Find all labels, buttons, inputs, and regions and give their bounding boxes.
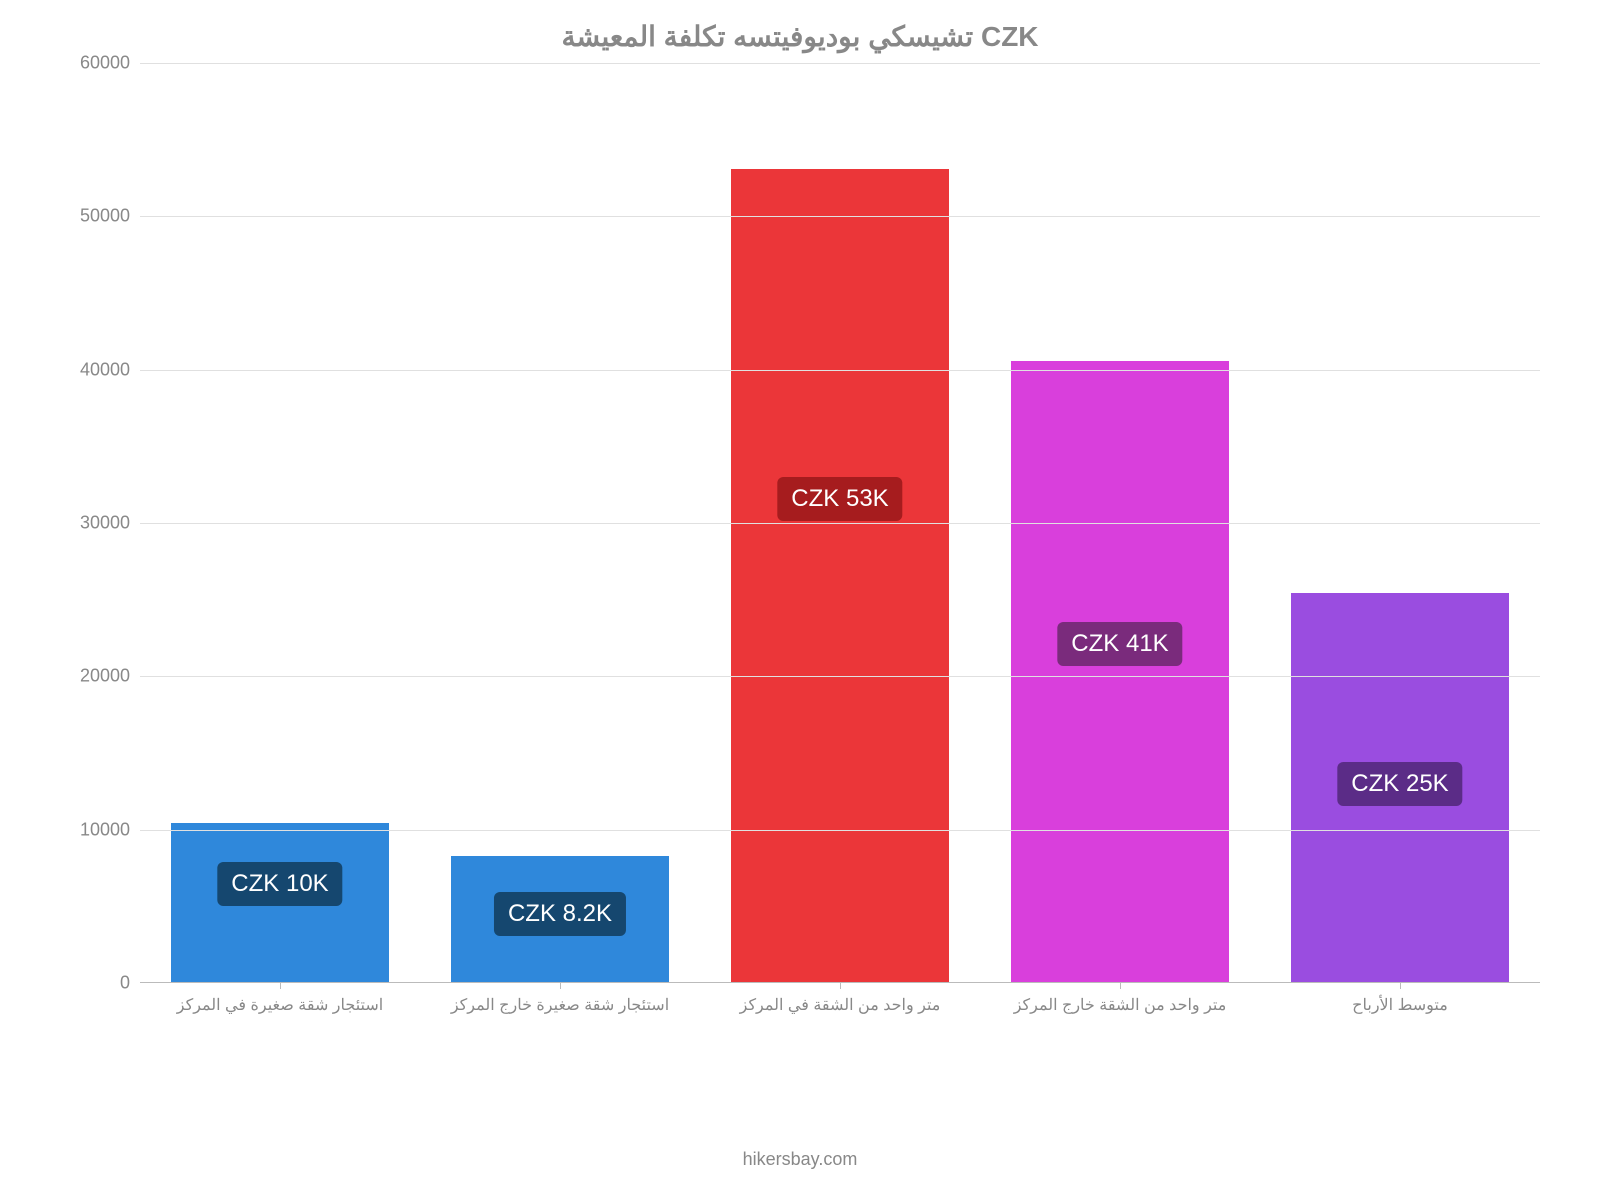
x-tick-mark — [560, 983, 561, 989]
bar-value-label: CZK 53K — [777, 477, 902, 521]
bar-group: CZK 53K — [731, 169, 949, 982]
plot-area: 0100002000030000400005000060000 CZK 10KC… — [60, 63, 1540, 983]
y-gridline — [140, 216, 1540, 217]
x-axis-label: متوسط الأرباح — [1260, 995, 1540, 1015]
y-tick-label: 50000 — [80, 206, 130, 227]
bar-group: CZK 10K — [171, 823, 389, 982]
bar-value-label: CZK 8.2K — [494, 892, 626, 936]
y-gridline — [140, 523, 1540, 524]
bar-group: CZK 41K — [1011, 361, 1229, 982]
bar-group: CZK 25K — [1291, 593, 1509, 982]
bar-value-label: CZK 25K — [1337, 762, 1462, 806]
bar-group: CZK 8.2K — [451, 856, 669, 982]
bar-value-label: CZK 10K — [217, 862, 342, 906]
y-tick-label: 20000 — [80, 666, 130, 687]
footer-credit: hikersbay.com — [0, 1149, 1600, 1170]
y-tick-label: 60000 — [80, 53, 130, 74]
x-axis-label: متر واحد من الشقة خارج المركز — [980, 995, 1260, 1015]
y-tick-label: 0 — [120, 973, 130, 994]
x-axis-label: استئجار شقة صغيرة خارج المركز — [420, 995, 700, 1015]
chart-title: تشيسكي بوديوفيتسه تكلفة المعيشة CZK — [60, 20, 1540, 53]
x-tick-mark — [1120, 983, 1121, 989]
y-tick-label: 30000 — [80, 513, 130, 534]
y-axis: 0100002000030000400005000060000 — [60, 63, 140, 983]
y-gridline — [140, 370, 1540, 371]
x-axis-label: متر واحد من الشقة في المركز — [700, 995, 980, 1015]
bar — [731, 169, 949, 982]
bar-value-label: CZK 41K — [1057, 622, 1182, 666]
y-gridline — [140, 676, 1540, 677]
bar — [1011, 361, 1229, 982]
y-tick-label: 10000 — [80, 819, 130, 840]
x-tick-mark — [1400, 983, 1401, 989]
y-tick-label: 40000 — [80, 359, 130, 380]
chart-container: تشيسكي بوديوفيتسه تكلفة المعيشة CZK 0 100… — [60, 20, 1540, 1120]
x-tick-mark — [840, 983, 841, 989]
x-axis: استئجار شقة صغيرة في المركزاستئجار شقة ص… — [140, 983, 1540, 1043]
x-axis-label: استئجار شقة صغيرة في المركز — [140, 995, 420, 1015]
y-gridline — [140, 63, 1540, 64]
y-gridline — [140, 830, 1540, 831]
x-tick-mark — [280, 983, 281, 989]
